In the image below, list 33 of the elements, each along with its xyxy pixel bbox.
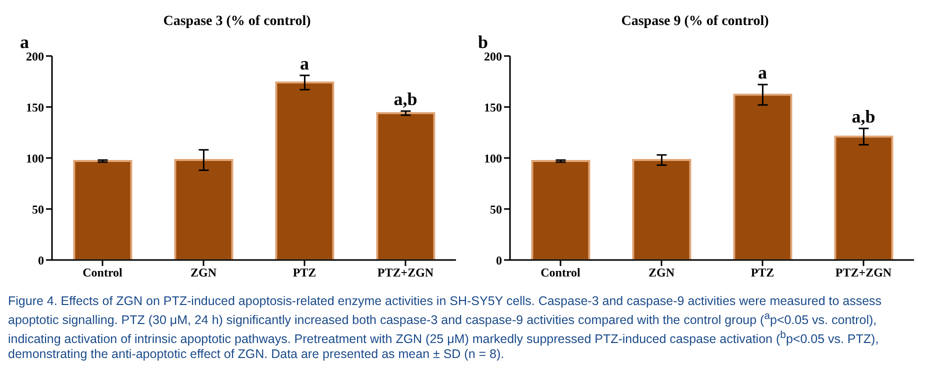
y-tick-label: 50 <box>490 202 502 216</box>
y-tick-label: 100 <box>26 151 44 166</box>
y-tick-label: 50 <box>32 202 44 216</box>
bar <box>531 160 590 260</box>
text: Figure 4. Effects of ZGN on PTZ-induced apoptosis-related enzyme activities in SH-SY5Y cells. Caspase-3 and caspase-9 activities were measured to assess apoptotic signalling. PTZ (30 μM, 24 h) significantly increased both caspase-3 and caspase-9 activities compared with the control group ($^{a}$p<0.05 vs. control), indicating activation of intrinsic apoptotic pathways. Pretreatment with ZGN (25 μM) markedly suppressed PTZ-induced caspase activation ($^{b}$p<0.05 vs. PTZ), demonstrating the anti-apoptotic effect of ZGN. Data are presented as mean ± SD (n = 8). <box>8 294 882 362</box>
annotation: a,b <box>394 89 418 110</box>
x-tick-label: ZGN <box>648 266 675 280</box>
x-tick-label: PTZ+ZGN <box>377 266 434 280</box>
x-tick-label: Control <box>540 266 582 280</box>
x-tick-label: PTZ <box>750 266 774 280</box>
annotation: a,b <box>852 106 876 126</box>
x-tick-label: PTZ+ZGN <box>835 266 892 280</box>
y-tick-label: 0 <box>38 253 44 268</box>
annotation: a <box>758 62 767 83</box>
y-tick-label: 0 <box>496 253 502 268</box>
x-tick-label: ZGN <box>190 266 217 280</box>
x-tick-label: Control <box>82 266 124 280</box>
y-tick-label: 200 <box>26 49 44 64</box>
bar <box>834 136 894 260</box>
bar <box>73 160 132 260</box>
annotation: a <box>300 53 309 74</box>
y-tick-label: 150 <box>26 100 44 114</box>
bar <box>275 82 334 260</box>
bar <box>733 94 792 260</box>
bar <box>174 159 234 260</box>
chart-title: Caspase 9 (% of control) <box>621 14 769 29</box>
chart-title: Caspase 3 (% of control) <box>163 14 311 29</box>
x-tick-label: PTZ <box>292 266 316 280</box>
y-tick-label: 100 <box>484 151 502 166</box>
y-tick-label: 150 <box>484 100 502 114</box>
bar <box>376 112 436 260</box>
bar <box>632 159 692 260</box>
text: a <box>20 32 29 52</box>
